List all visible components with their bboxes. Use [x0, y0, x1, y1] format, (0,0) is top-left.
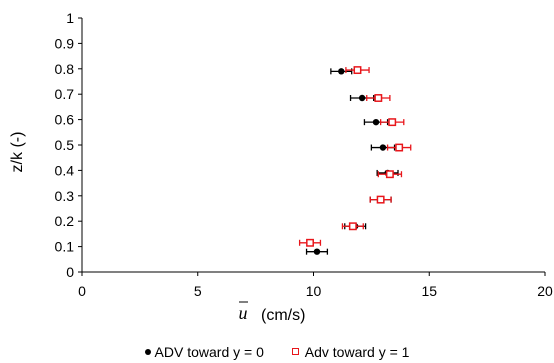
- data-point: [358, 94, 366, 102]
- y-tick-label: 0: [66, 264, 74, 280]
- x-tick-label: 15: [421, 283, 437, 299]
- data-point: [385, 170, 394, 179]
- data-point: [374, 94, 383, 102]
- y-tick-label: 0.3: [55, 188, 75, 204]
- data-point: [353, 66, 362, 75]
- data-point: [306, 238, 314, 247]
- open-square-marker-icon: [291, 348, 299, 355]
- x-tick-label: 20: [537, 283, 553, 299]
- y-tick-label: 0.7: [55, 86, 75, 102]
- legend-item-adv-y1: Adv toward y = 1: [291, 343, 410, 360]
- data-point: [348, 222, 357, 231]
- y-tick-label: 0.6: [55, 112, 75, 128]
- data-point: [388, 118, 397, 127]
- y-tick-label: 0.1: [55, 239, 75, 255]
- data-point: [372, 118, 380, 126]
- series-adv-y1: [298, 66, 412, 247]
- data-point: [376, 195, 385, 204]
- data-point: [379, 144, 387, 151]
- x-axis-label-symbol: u: [239, 303, 248, 323]
- legend-label: ADV toward y = 0: [154, 344, 264, 360]
- data-point: [338, 68, 345, 75]
- y-tick-label: 0.8: [55, 61, 75, 77]
- x-tick-label: 10: [306, 283, 322, 299]
- y-tick-label: 0.2: [55, 213, 75, 229]
- y-tick-label: 0.5: [55, 137, 75, 153]
- y-tick-label: 0.4: [55, 162, 75, 178]
- data-point: [395, 143, 404, 152]
- x-axis-label-unit: (cm/s): [261, 307, 305, 324]
- filled-circle-marker-icon: [144, 349, 151, 355]
- data-point: [313, 248, 321, 255]
- legend-label: Adv toward y = 1: [304, 343, 410, 360]
- legend-item-adv-y0: ADV toward y = 0: [144, 344, 264, 360]
- x-axis-label: u (cm/s): [239, 301, 305, 324]
- axes: 00.10.20.30.40.50.60.70.80.910 5 10 15 20: [55, 10, 553, 299]
- x-tick-label: 0: [78, 283, 86, 299]
- x-tick-label: 5: [194, 283, 202, 299]
- data-series: [298, 66, 412, 255]
- y-axis-label: z/k (-): [9, 132, 26, 173]
- legend: ADV toward y = 0 Adv toward y = 1: [0, 342, 554, 360]
- y-tick-label: 0.9: [55, 35, 75, 51]
- y-tick-label: 1: [66, 10, 74, 26]
